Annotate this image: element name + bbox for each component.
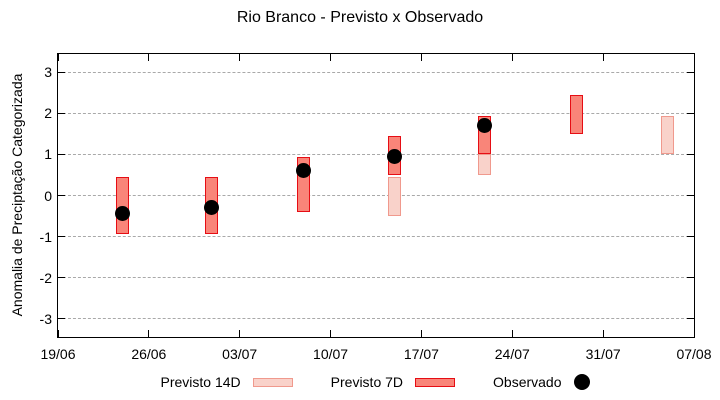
gridline-y3 bbox=[58, 71, 694, 73]
legend-entry-previsto-14d: Previsto 14D bbox=[161, 374, 293, 390]
legend: Previsto 14D Previsto 7D Observado bbox=[0, 374, 720, 390]
gridline-y-1 bbox=[58, 236, 694, 237]
x-tick-mark-bottom bbox=[602, 330, 604, 337]
legend-entry-observado: Observado bbox=[493, 374, 590, 390]
x-tick-mark-bottom bbox=[693, 330, 695, 337]
y-tick-mark-right bbox=[687, 236, 694, 237]
previsto-14d-key-swatch bbox=[252, 377, 293, 387]
legend-label-previsto-7d: Previsto 7D bbox=[330, 374, 404, 390]
observado-point bbox=[295, 163, 311, 179]
gridline-y-3 bbox=[58, 318, 694, 320]
y-tick-label: -3 bbox=[39, 310, 52, 327]
y-tick-label: 0 bbox=[44, 187, 52, 204]
y-tick-label: 2 bbox=[44, 105, 52, 122]
y-tick-label: -2 bbox=[39, 269, 52, 286]
y-tick-mark-left bbox=[58, 71, 65, 73]
y-tick-label: -1 bbox=[39, 228, 52, 245]
y-tick-mark-left bbox=[58, 318, 65, 320]
observado-point bbox=[386, 149, 402, 165]
x-tick-label: 10/07 bbox=[313, 346, 349, 362]
gridline-y0 bbox=[58, 195, 694, 196]
x-tick-label: 31/07 bbox=[585, 346, 621, 362]
y-tick-mark-right bbox=[687, 195, 694, 196]
x-tick-label: 26/06 bbox=[131, 346, 167, 362]
gridline-y-2 bbox=[58, 277, 694, 279]
legend-entry-previsto-7d: Previsto 7D bbox=[330, 374, 456, 390]
y-tick-label: 1 bbox=[44, 146, 52, 163]
previsto-14d-bar bbox=[660, 115, 674, 155]
observado-point bbox=[204, 200, 220, 216]
legend-label-observado: Observado bbox=[493, 374, 562, 390]
x-tick-mark-bottom bbox=[239, 330, 241, 337]
observado-point bbox=[477, 118, 493, 134]
y-tick-mark-left bbox=[58, 277, 65, 279]
x-tick-mark-top bbox=[239, 54, 241, 61]
gridline-y1 bbox=[58, 153, 694, 155]
y-tick-label: 3 bbox=[44, 64, 52, 81]
y-tick-mark-right bbox=[687, 71, 694, 73]
x-tick-mark-bottom bbox=[330, 330, 332, 337]
x-tick-label: 19/06 bbox=[40, 346, 76, 362]
x-tick-mark-bottom bbox=[57, 330, 59, 337]
x-tick-mark-top bbox=[693, 54, 695, 61]
previsto-7d-key-swatch bbox=[415, 377, 456, 387]
x-tick-mark-top bbox=[602, 54, 604, 61]
x-tick-label: 03/07 bbox=[222, 346, 258, 362]
y-tick-mark-right bbox=[687, 112, 694, 114]
observado-key-dot bbox=[573, 374, 590, 390]
x-tick-mark-top bbox=[57, 54, 59, 61]
y-tick-mark-left bbox=[58, 153, 65, 155]
plot-area bbox=[57, 53, 695, 338]
x-tick-label: 07/08 bbox=[676, 346, 712, 362]
previsto-14d-bar bbox=[478, 154, 492, 175]
chart-title: Rio Branco - Previsto x Observado bbox=[236, 9, 484, 26]
y-tick-mark-right bbox=[687, 277, 694, 279]
y-tick-mark-right bbox=[687, 318, 694, 320]
gridline-y2 bbox=[58, 112, 694, 114]
y-tick-mark-left bbox=[58, 236, 65, 237]
x-tick-mark-bottom bbox=[511, 330, 513, 337]
x-tick-mark-top bbox=[420, 54, 422, 61]
y-tick-mark-left bbox=[58, 112, 65, 114]
x-tick-label: 24/07 bbox=[494, 346, 530, 362]
y-tick-mark-right bbox=[687, 153, 694, 155]
previsto-7d-bar bbox=[569, 95, 583, 134]
previsto-14d-bar bbox=[387, 177, 401, 216]
x-tick-label: 17/07 bbox=[403, 346, 439, 362]
x-tick-mark-top bbox=[148, 54, 150, 61]
y-tick-mark-left bbox=[58, 195, 65, 196]
observado-point bbox=[115, 206, 131, 222]
x-tick-mark-bottom bbox=[420, 330, 422, 337]
legend-label-previsto-14d: Previsto 14D bbox=[160, 374, 241, 390]
x-tick-mark-top bbox=[330, 54, 332, 61]
x-tick-mark-bottom bbox=[148, 330, 150, 337]
x-tick-mark-top bbox=[511, 54, 513, 61]
